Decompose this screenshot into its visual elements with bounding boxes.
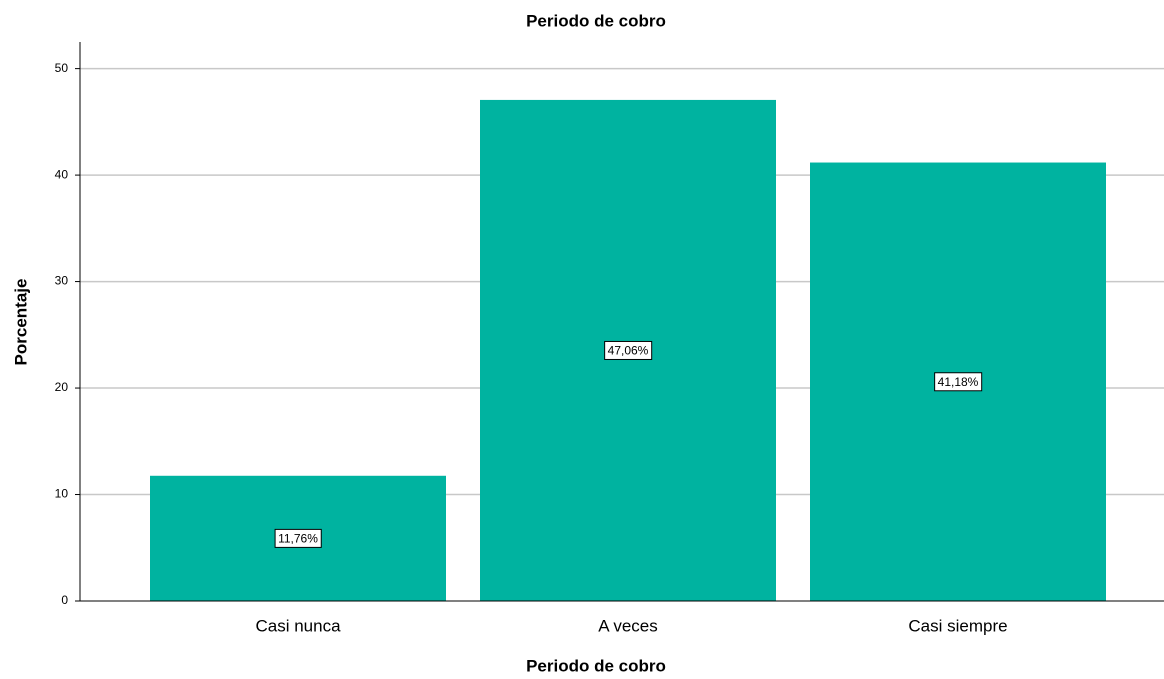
y-tick-label: 0 — [61, 593, 68, 607]
x-tick-label: Casi siempre — [908, 616, 1007, 635]
y-tick-label: 20 — [55, 380, 69, 394]
x-tick-label: Casi nunca — [255, 616, 341, 635]
y-tick-label: 30 — [55, 274, 69, 288]
value-label: 47,06% — [608, 344, 649, 358]
value-label-box — [604, 340, 653, 360]
chart-title: Periodo de cobro — [526, 11, 666, 30]
value-label: 41,18% — [938, 375, 979, 389]
y-tick-label: 40 — [55, 167, 69, 181]
y-tick-label: 10 — [55, 487, 69, 501]
y-axis-title: Porcentaje — [11, 279, 30, 366]
value-label: 11,76% — [278, 532, 318, 546]
y-tick-label: 50 — [55, 61, 69, 75]
x-axis-title: Periodo de cobro — [526, 656, 666, 675]
x-tick-label: A veces — [598, 616, 658, 635]
value-label-box — [934, 372, 983, 392]
value-label-box — [274, 528, 322, 548]
